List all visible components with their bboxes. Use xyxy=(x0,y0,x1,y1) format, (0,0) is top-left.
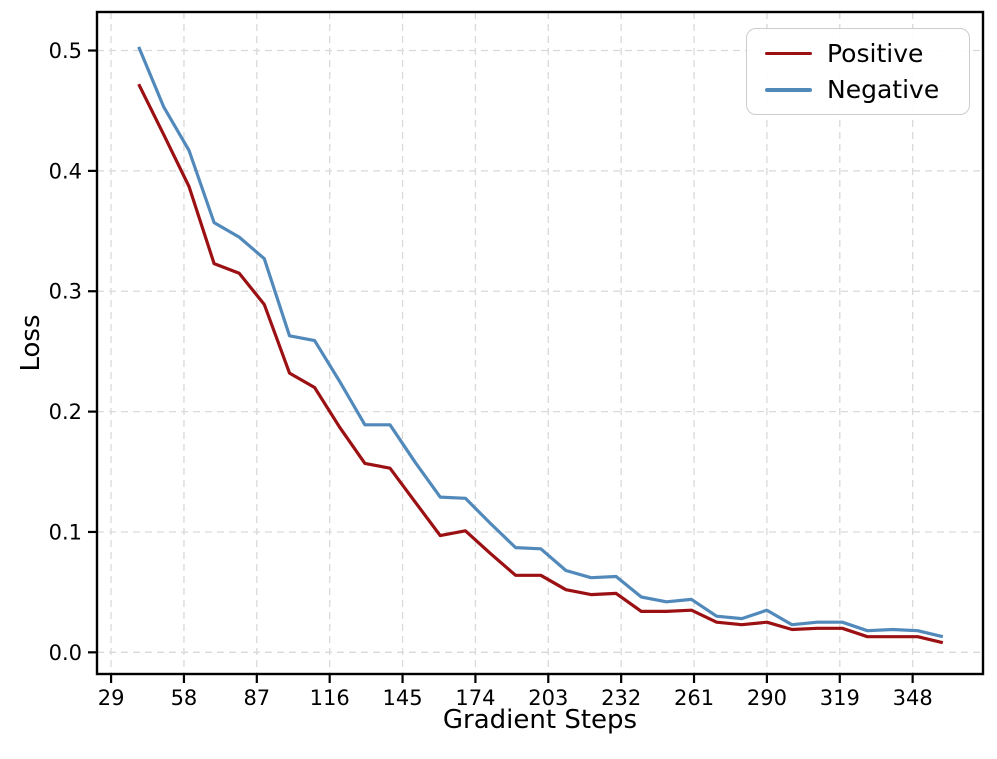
x-tick-label: 290 xyxy=(747,686,787,710)
x-tick-label: 145 xyxy=(383,686,423,710)
legend-label: Positive xyxy=(827,38,924,68)
y-tick-label: 0.3 xyxy=(49,280,82,304)
legend-label: Negative xyxy=(827,75,940,105)
x-tick-label: 87 xyxy=(243,686,270,710)
x-tick-label: 319 xyxy=(820,686,860,710)
y-tick-label: 0.4 xyxy=(49,159,82,183)
x-tick-label: 116 xyxy=(310,686,350,710)
plot-border xyxy=(95,10,985,676)
y-tick-label: 0.0 xyxy=(49,641,82,665)
series-line-positive xyxy=(137,83,944,645)
x-tick-label: 58 xyxy=(171,686,198,710)
y-tick-label: 0.2 xyxy=(49,400,82,424)
x-tick-label: 174 xyxy=(455,686,495,710)
x-tick-label: 348 xyxy=(893,686,933,710)
legend-item-negative: Negative xyxy=(747,77,969,102)
y-tick-label: 0.5 xyxy=(49,39,82,63)
x-tick-label: 203 xyxy=(528,686,568,710)
y-axis-title: Loss xyxy=(16,314,46,372)
x-tick-label: 261 xyxy=(674,686,714,710)
legend-item-positive: Positive xyxy=(747,41,969,66)
x-tick-label: 29 xyxy=(98,686,125,710)
series-line-negative xyxy=(137,46,944,639)
x-axis-title: Gradient Steps xyxy=(442,705,638,735)
legend-line-negative xyxy=(765,88,812,92)
y-tick-label: 0.1 xyxy=(49,520,82,544)
legend-line-positive xyxy=(765,51,812,55)
x-tick-label: 232 xyxy=(601,686,641,710)
legend: Positive Negative xyxy=(746,28,970,115)
